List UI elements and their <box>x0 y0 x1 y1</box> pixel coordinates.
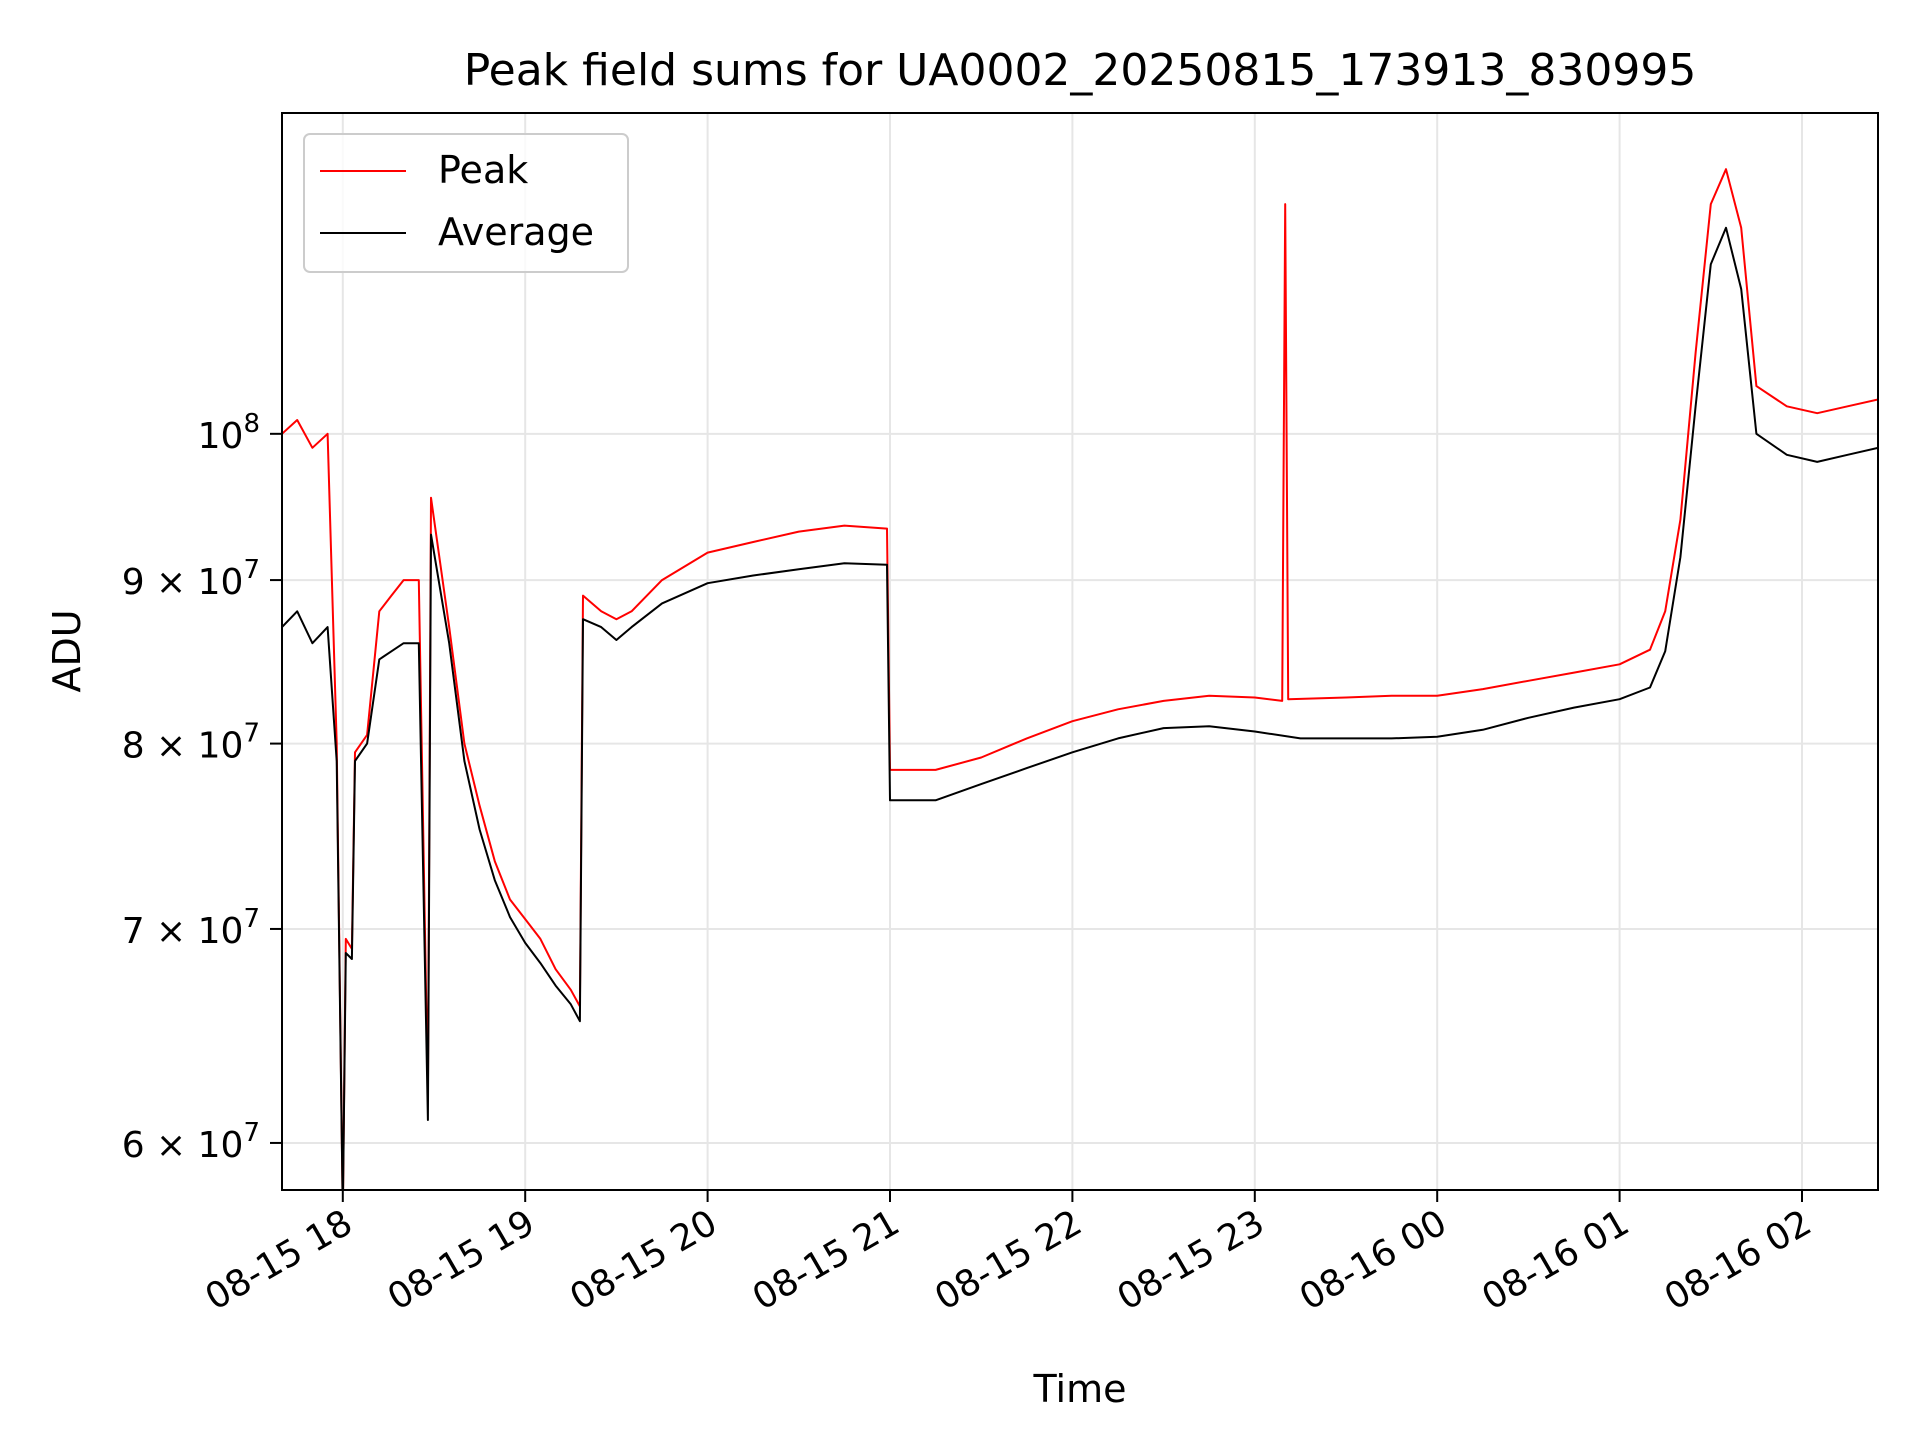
legend-peak-label: Peak <box>438 148 528 192</box>
y-tick-label: 108 <box>198 409 260 457</box>
legend-box <box>303 133 629 273</box>
plot-frame <box>281 112 1879 1191</box>
x-axis-label: Time <box>1033 1367 1127 1411</box>
y-tick-label: 6 × 107 <box>122 1118 260 1166</box>
grid <box>282 113 1878 1190</box>
series-layer <box>282 168 1878 1190</box>
y-axis-label: ADU <box>45 609 89 692</box>
series-line-peak <box>282 168 1878 1190</box>
series-line-average <box>282 226 1878 1190</box>
y-tick-label: 8 × 107 <box>122 719 260 767</box>
y-axis: 6 × 107 7 × 107 8 × 107 9 × 107 108 <box>122 409 282 1166</box>
y-tick-label: 9 × 107 <box>122 555 260 603</box>
legend-average-label: Average <box>438 210 594 254</box>
chart-title: Peak field sums for UA0002_20250815_1739… <box>464 45 1697 96</box>
y-tick-label: 7 × 107 <box>122 904 260 952</box>
legend: Peak Average <box>303 133 629 273</box>
